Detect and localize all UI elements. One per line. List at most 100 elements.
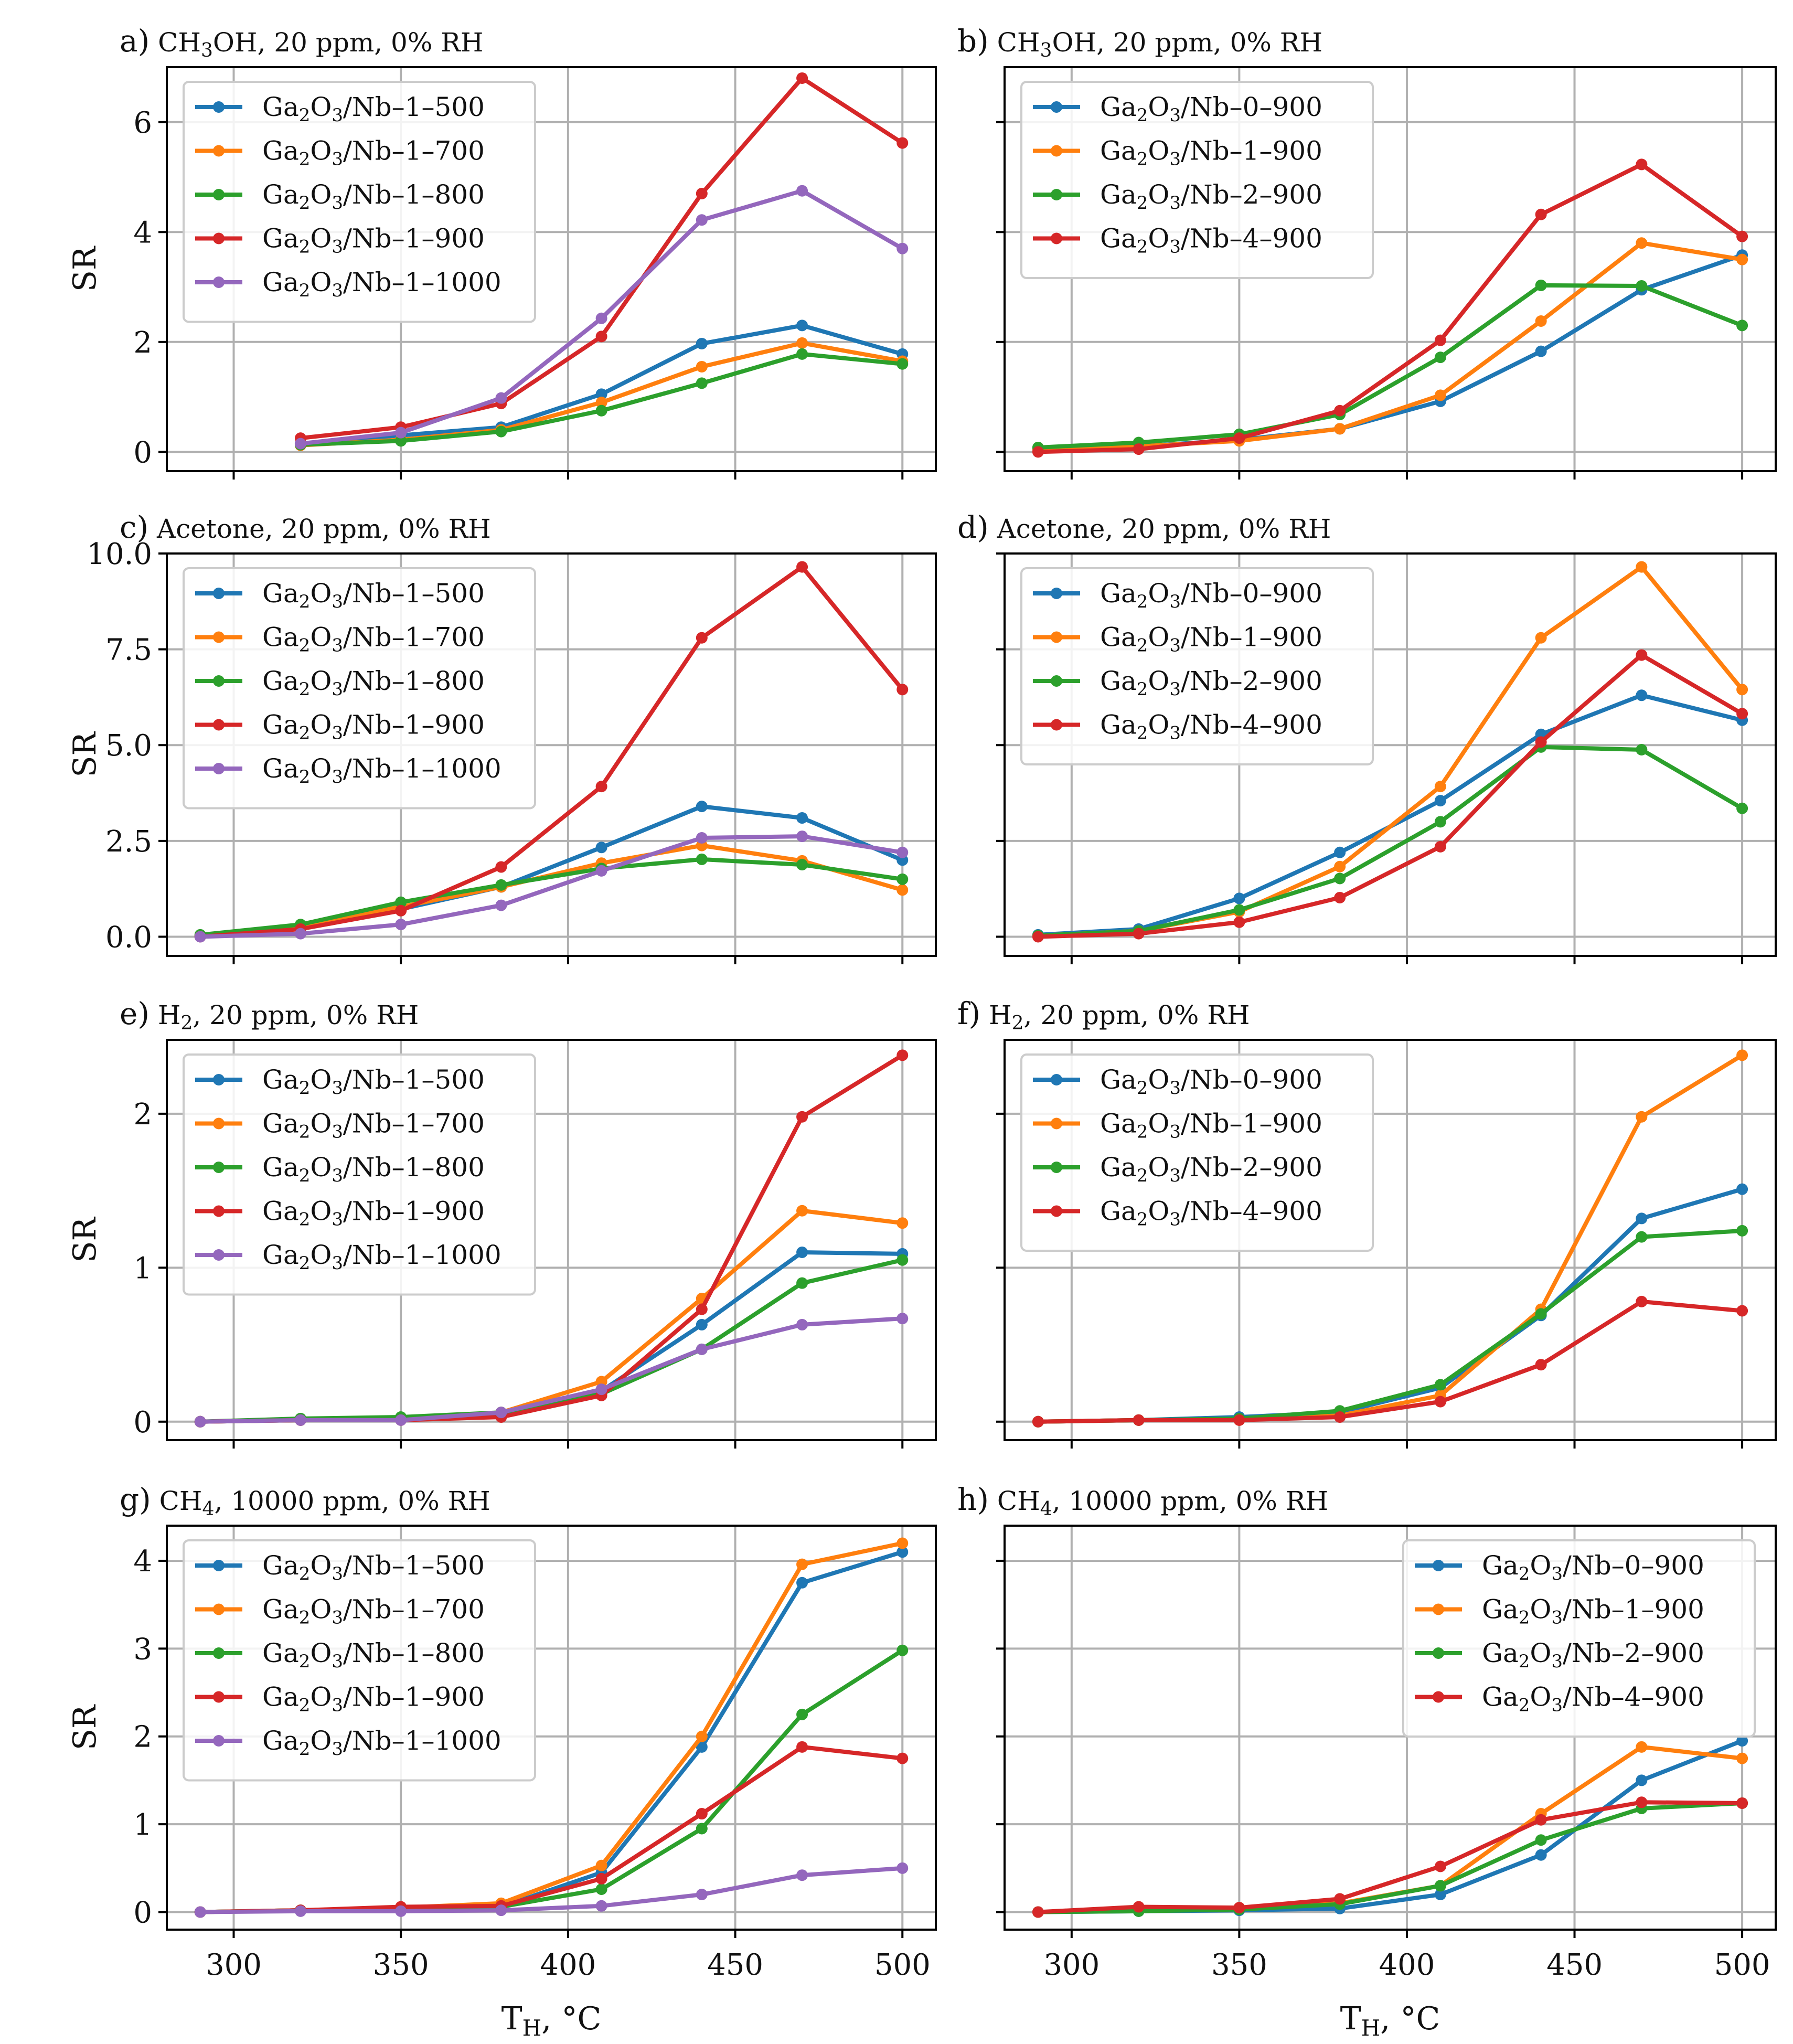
- data-point: [1032, 1415, 1044, 1428]
- data-point: [1434, 334, 1446, 346]
- legend-ga: Ga: [262, 1638, 299, 1668]
- legend-sub-2: 2: [299, 1122, 311, 1143]
- panel-letter: f): [957, 996, 980, 1031]
- legend-ga: Ga: [262, 1726, 299, 1756]
- legend-o: O: [1530, 1638, 1551, 1668]
- series-ga2o3-nb-2-900: [1032, 741, 1748, 942]
- data-point: [696, 1808, 708, 1820]
- series-line: [198, 857, 905, 937]
- legend-item: Ga2O3/Nb–2–900: [1033, 666, 1322, 700]
- legend-label: Ga2O3/Nb–4–900: [1100, 1196, 1322, 1230]
- legend-ga: Ga: [1100, 578, 1137, 609]
- legend-sub-2: 2: [1137, 105, 1148, 126]
- legend-sub-3: 3: [1169, 149, 1181, 170]
- data-point: [495, 425, 507, 438]
- legend-rest: /Nb–4–900: [1181, 223, 1322, 254]
- legend-rest: /Nb–1–900: [343, 1682, 485, 1712]
- series-ga2o3-nb-4-900: [1032, 158, 1748, 458]
- data-point: [897, 1254, 909, 1266]
- legend-rest: /Nb–1–700: [343, 136, 485, 166]
- data-point: [595, 1883, 607, 1895]
- title-space: [151, 1486, 159, 1516]
- data-point: [897, 684, 909, 696]
- data-point: [1233, 1902, 1245, 1914]
- series-line: [1036, 162, 1745, 454]
- panel-title: d) Acetone, 20 ppm, 0% RH: [957, 509, 1331, 545]
- x-tick-label: 300: [206, 1948, 262, 1982]
- y-axis-label: SR: [67, 246, 103, 292]
- series-line: [1036, 744, 1745, 938]
- data-point: [595, 397, 607, 409]
- data-point: [1133, 443, 1145, 455]
- legend-sub-2: 2: [299, 280, 311, 301]
- data-point: [1233, 916, 1245, 928]
- legend-ga: Ga: [1482, 1550, 1519, 1581]
- legend-item: Ga2O3/Nb–1–900: [195, 710, 485, 744]
- series-line: [198, 834, 905, 939]
- legend-sub-2: 2: [299, 105, 311, 126]
- data-point: [1334, 1411, 1346, 1423]
- legend-label: Ga2O3/Nb–1–1000: [262, 1726, 501, 1760]
- legend-sub-2: 2: [1137, 635, 1148, 656]
- data-point: [1133, 1901, 1145, 1913]
- legend-label: Ga2O3/Nb–1–700: [262, 1594, 485, 1628]
- legend-sub-3: 3: [1169, 105, 1181, 126]
- legend-sub-3: 3: [332, 1165, 343, 1186]
- legend-sub-2: 2: [1137, 1122, 1148, 1143]
- legend-ga: Ga: [262, 578, 299, 609]
- legend-item: Ga2O3/Nb–1–900: [195, 1682, 485, 1716]
- data-point: [1636, 1231, 1648, 1243]
- data-point: [796, 831, 808, 843]
- series-ga2o3-nb-1-1000: [194, 831, 909, 943]
- legend-o: O: [310, 1152, 332, 1183]
- legend-ga: Ga: [1100, 1196, 1137, 1227]
- title-gas-subscript: 2: [1012, 1013, 1024, 1034]
- legend-o: O: [310, 1109, 332, 1139]
- data-point: [1736, 1225, 1748, 1237]
- x-tick-label: 500: [874, 1948, 931, 1982]
- legend-item: Ga2O3/Nb–1–800: [195, 179, 485, 214]
- legend-marker: [1051, 145, 1062, 157]
- data-point: [1334, 891, 1346, 903]
- data-point: [1334, 846, 1346, 858]
- legend-sub-2: 2: [299, 1165, 311, 1186]
- legend-item: Ga2O3/Nb–4–900: [1033, 1196, 1322, 1230]
- legend-label: Ga2O3/Nb–1–1000: [262, 1240, 501, 1274]
- data-point: [595, 331, 607, 343]
- legend-label: Ga2O3/Nb–1–1000: [262, 753, 501, 787]
- legend-o: O: [310, 753, 332, 784]
- data-point: [1636, 1212, 1648, 1225]
- legend-label: Ga2O3/Nb–2–900: [1482, 1638, 1704, 1672]
- legend-marker: [1051, 232, 1062, 244]
- data-point: [294, 438, 306, 450]
- legend-label: Ga2O3/Nb–1–800: [262, 1152, 485, 1186]
- data-point: [696, 832, 708, 844]
- legend-item: Ga2O3/Nb–2–900: [1033, 179, 1322, 214]
- legend-label: Ga2O3/Nb–1–900: [1482, 1594, 1704, 1628]
- legend-ga: Ga: [262, 1152, 299, 1183]
- data-point: [696, 1889, 708, 1901]
- legend-marker: [1051, 719, 1062, 731]
- panel-title: h) CH4, 10000 ppm, 0% RH: [957, 1482, 1328, 1520]
- data-point: [395, 1905, 407, 1917]
- legend-item: Ga2O3/Nb–1–800: [195, 1152, 485, 1186]
- legend-o: O: [1148, 578, 1169, 609]
- legend-rest: /Nb–1–900: [1563, 1594, 1704, 1625]
- data-point: [1736, 1183, 1748, 1195]
- legend-ga: Ga: [262, 622, 299, 653]
- legend-sub-2: 2: [1137, 1078, 1148, 1099]
- legend-sub-3: 3: [332, 1253, 343, 1274]
- data-point: [796, 1577, 808, 1589]
- title-gas: Acetone: [997, 514, 1105, 544]
- legend-o: O: [310, 1196, 332, 1227]
- data-point: [1434, 1889, 1446, 1901]
- data-point: [1032, 1906, 1044, 1918]
- series-ga2o3-nb-1-1000: [194, 1313, 909, 1428]
- legend-rest: /Nb–1–500: [343, 578, 485, 609]
- legend-label: Ga2O3/Nb–2–900: [1100, 179, 1322, 214]
- title-gas: CH: [158, 27, 201, 58]
- legend-sub-3: 3: [332, 635, 343, 656]
- legend-sub-2: 2: [1137, 591, 1148, 612]
- legend-sub-3: 3: [332, 193, 343, 214]
